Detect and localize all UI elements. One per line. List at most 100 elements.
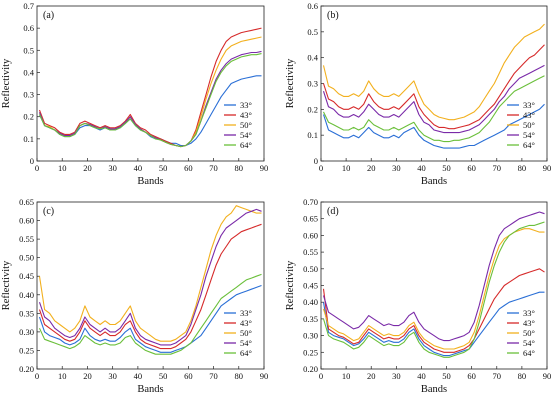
x-tick-label: 50 [442, 371, 451, 381]
x-tick-label: 50 [442, 163, 451, 173]
x-tick-label: 70 [493, 163, 502, 173]
series-line-64 [322, 221, 545, 358]
y-tick-label: 0.1 [307, 130, 318, 140]
x-tick-label: 30 [108, 371, 117, 381]
y-axis-title: Reflectivity [1, 58, 12, 108]
y-tick-label: 0.45 [303, 281, 318, 291]
x-tick-label: 0 [319, 371, 323, 381]
series-line-54 [322, 64, 545, 134]
panel-label: (b) [327, 10, 339, 21]
x-tick-label: 40 [134, 371, 143, 381]
y-tick-label: 0.40 [303, 297, 318, 307]
legend-label: 54° [523, 338, 535, 348]
legend-label: 50° [523, 328, 535, 338]
series-line-33 [38, 284, 262, 353]
x-tick-label: 90 [260, 371, 269, 381]
legend-label: 33° [523, 308, 535, 318]
y-tick-label: 0.3 [307, 79, 318, 89]
series-line-33 [322, 103, 545, 149]
y-axis-title: Reflectivity [1, 260, 12, 310]
x-axis-title: Bands [421, 176, 447, 187]
x-tick-label: 60 [467, 163, 476, 173]
y-tick-label: 0.2 [23, 112, 34, 122]
x-tick-label: 40 [134, 163, 143, 173]
x-tick-label: 40 [417, 371, 426, 381]
legend-label: 33° [240, 308, 252, 318]
plot-frame [36, 5, 265, 162]
legend-label: 64° [240, 140, 252, 150]
y-tick-label: 0.55 [19, 234, 34, 244]
series-line-54 [38, 50, 262, 148]
x-axis-title: Bands [137, 176, 163, 187]
x-tick-label: 50 [159, 163, 168, 173]
x-tick-label: 90 [260, 163, 269, 173]
x-tick-label: 70 [209, 163, 218, 173]
y-tick-label: 0.20 [19, 364, 34, 374]
y-tick-label: 0.40 [19, 290, 34, 300]
y-tick-label: 0.35 [303, 314, 318, 324]
legend-label: 64° [240, 348, 252, 358]
x-axis-title: Bands [421, 384, 447, 395]
y-tick-label: 0.6 [307, 1, 318, 11]
x-tick-label: 80 [518, 163, 527, 173]
y-axis-title: Reflectivity [285, 260, 296, 310]
x-tick-label: 10 [58, 163, 67, 173]
y-tick-label: 0.50 [19, 253, 34, 263]
y-tick-label: 0.30 [19, 327, 34, 337]
legend-label: 43° [523, 110, 535, 120]
y-tick-label: 0.4 [23, 67, 34, 77]
series-line-54 [38, 208, 262, 346]
series-line-50 [322, 23, 545, 121]
y-tick-label: 0.60 [303, 230, 318, 240]
y-tick-label: 0.70 [303, 197, 318, 207]
chart-panel-4: 0 10 20 30 40 50 60 70 80 90 0.20 0.25 0.30 0.35 0.40 0… [285, 197, 551, 395]
x-tick-label: 60 [184, 163, 193, 173]
series-line-43 [322, 268, 545, 353]
legend-label: 50° [523, 120, 535, 130]
x-tick-label: 0 [35, 163, 39, 173]
plot-frame [320, 5, 548, 162]
x-tick-label: 90 [543, 371, 552, 381]
y-tick-label: 0.55 [303, 247, 318, 257]
series-line-64 [39, 273, 262, 355]
y-tick-label: 0.45 [19, 271, 34, 281]
y-tick-label: 0.1 [23, 134, 34, 144]
x-tick-label: 40 [417, 163, 426, 173]
x-tick-label: 80 [235, 163, 244, 173]
y-tick-label: 0.35 [19, 308, 34, 318]
x-tick-label: 0 [319, 163, 323, 173]
x-tick-label: 80 [235, 371, 244, 381]
chart-panel-1: 0 10 20 30 40 50 60 70 80 90 0 0.1 0.2 0.3 0.4 0.5 0.6 0.… [1, 1, 268, 187]
x-tick-label: 70 [493, 371, 502, 381]
chart-panel-2: 0 10 20 30 40 50 60 70 80 90 0 0.1 0.2 0.3 0.4 0.5 0.6 Ba… [285, 1, 551, 187]
x-tick-label: 90 [543, 163, 552, 173]
y-axis-title: Reflectivity [285, 58, 296, 108]
legend-label: 54° [240, 130, 252, 140]
legend-label: 50° [240, 328, 252, 338]
panel-label: (a) [43, 10, 54, 21]
series-line-54 [322, 211, 545, 342]
legend-label: 50° [240, 120, 252, 130]
chart-panel-3: 0 10 20 30 40 50 60 70 80 90 0.20 0.25 0.30 0.35 0.40 0… [1, 197, 268, 395]
y-tick-label: 0.60 [19, 216, 34, 226]
x-tick-label: 60 [467, 371, 476, 381]
legend-label: 43° [240, 110, 252, 120]
legend-label: 33° [523, 100, 535, 110]
series-line-43 [38, 27, 262, 148]
x-tick-label: 10 [342, 163, 351, 173]
x-tick-label: 30 [108, 163, 117, 173]
x-tick-label: 20 [83, 163, 92, 173]
series-line-43 [322, 44, 545, 130]
series-line-64 [39, 53, 262, 148]
y-tick-label: 0 [314, 156, 318, 166]
legend-label: 33° [240, 100, 252, 110]
y-tick-label: 0.65 [19, 197, 34, 207]
x-tick-label: 30 [392, 163, 401, 173]
x-tick-label: 20 [367, 163, 376, 173]
legend-label: 43° [240, 318, 252, 328]
x-tick-label: 30 [392, 371, 401, 381]
y-tick-label: 0.50 [303, 264, 318, 274]
legend-label: 54° [240, 338, 252, 348]
y-tick-label: 0.25 [19, 345, 34, 355]
